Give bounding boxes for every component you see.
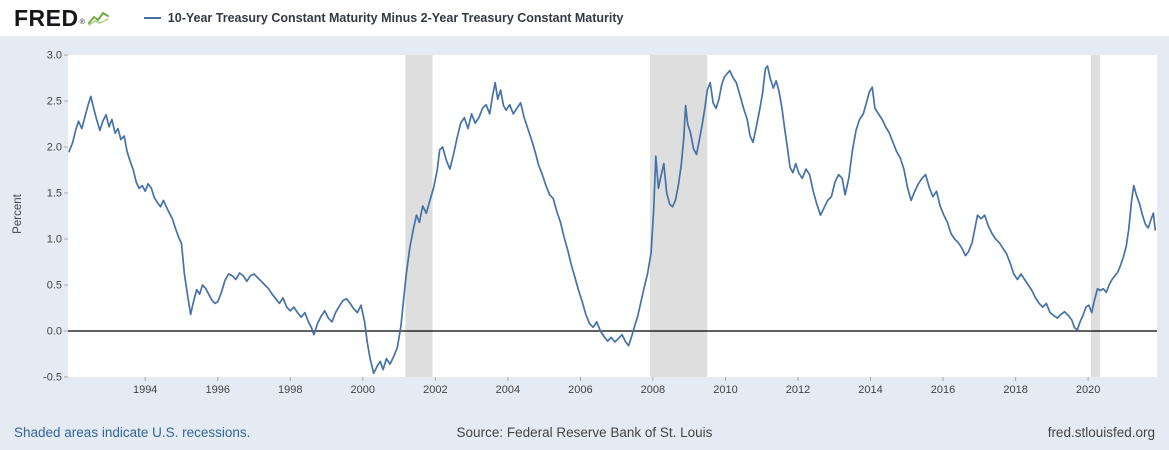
x-tick-label: 2006 [568, 384, 592, 396]
y-tick-label: 2.5 [47, 96, 62, 108]
chart-footer: Shaded areas indicate U.S. recessions. S… [0, 414, 1169, 450]
fred-site-link[interactable]: fred.stlouisfed.org [1047, 424, 1155, 440]
x-tick-label: 2020 [1076, 384, 1100, 396]
x-tick-label: 1994 [133, 384, 157, 396]
chart-header: FRED ® 10-Year Treasury Constant Maturit… [0, 0, 1169, 36]
y-tick-label: 1.5 [47, 188, 62, 200]
x-tick-label: 2012 [786, 384, 810, 396]
y-tick-label: -0.5 [43, 372, 62, 384]
registered-mark: ® [79, 18, 85, 26]
plot-area [68, 55, 1157, 377]
green-sparkline-icon [87, 10, 110, 31]
x-tick-label: 2004 [496, 384, 520, 396]
fred-logo[interactable]: FRED ® [14, 6, 110, 31]
y-tick-label: 0.5 [47, 280, 62, 292]
recession-band [405, 55, 433, 377]
recession-band [650, 55, 708, 377]
x-tick-label: 2002 [423, 384, 447, 396]
series-line [68, 65, 1157, 375]
x-tick-label: 1996 [206, 384, 230, 396]
y-tick-label: 1.0 [47, 234, 62, 246]
y-tick-label: 2.0 [47, 142, 62, 154]
x-tick-label: 1998 [278, 384, 302, 396]
x-tick-label: 2016 [931, 384, 955, 396]
fred-logo-text: FRED [14, 4, 79, 31]
recession-band [1091, 55, 1101, 377]
x-tick-label: 2018 [1003, 384, 1027, 396]
y-axis-label: Percent [12, 194, 24, 234]
x-tick-label: 2000 [351, 384, 375, 396]
y-tick-label: 3.0 [47, 50, 62, 62]
legend-label: 10-Year Treasury Constant Maturity Minus… [167, 11, 624, 25]
source-text: Source: Federal Reserve Bank of St. Loui… [456, 424, 713, 440]
chart-canvas[interactable]: -0.5 0.0 0.5 1.0 1.5 2.0 2.5 3.0 1994 1996 1998 200… [0, 36, 1169, 414]
x-tick-label: 2010 [713, 384, 737, 396]
y-tick-label: 0.0 [47, 326, 62, 338]
series-legend: 10-Year Treasury Constant Maturity Minus… [143, 11, 624, 25]
recession-note: Shaded areas indicate U.S. recessions. [14, 424, 251, 440]
x-tick-label: 2008 [641, 384, 665, 396]
legend-line-swatch [143, 17, 161, 19]
x-tick-label: 2014 [858, 384, 882, 396]
